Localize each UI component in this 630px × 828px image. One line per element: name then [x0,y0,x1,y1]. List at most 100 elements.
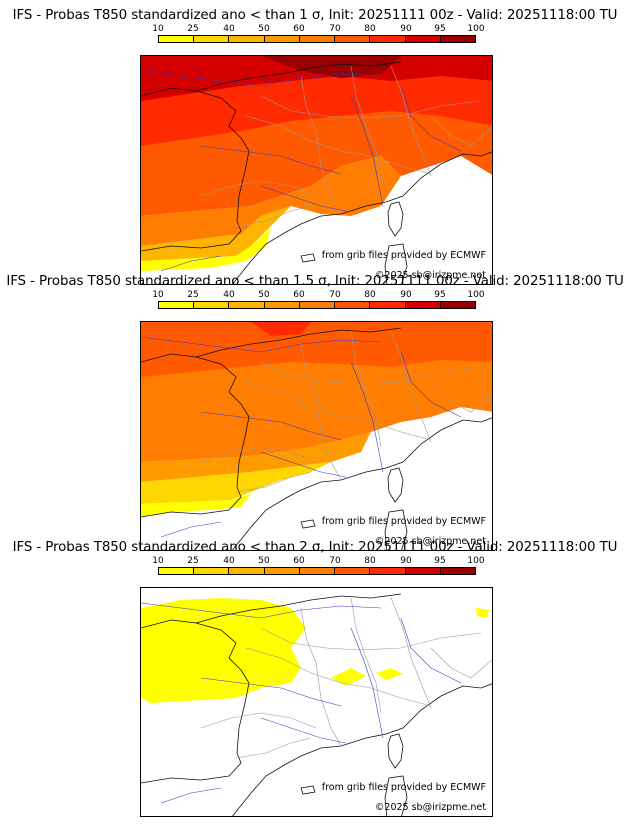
colorbar-swatch [194,302,230,308]
river [160,521,222,538]
colorbar-tick-label: 80 [364,556,376,566]
river [260,717,347,744]
river [260,451,347,478]
country-border [245,381,432,441]
colorbar-tick-label: 25 [187,24,199,34]
colorbar-swatch [159,568,195,574]
map-panel-3: IFS - Probas T850 standardized ano < tha… [0,540,630,817]
colorbar-tick-label: 70 [329,290,341,300]
colorbar-tick-label: 25 [187,556,199,566]
country-border [245,647,432,707]
map-panel-2: IFS - Probas T850 standardized ano < tha… [0,274,630,551]
colorbar-tick-label: 100 [467,290,485,300]
colorbar-swatch [370,302,406,308]
river [350,95,384,207]
probability-fill-10 [376,668,403,680]
colorbar-swatch [264,302,300,308]
river [350,361,384,473]
river [200,677,342,707]
colorbar-tick-label: 90 [400,24,412,34]
probability-map: from grib files provided by ECMWF ©2025 … [140,321,493,551]
map-panel-1: IFS - Probas T850 standardized ano < tha… [0,8,630,285]
sardinia-outline [384,509,408,550]
colorbar-tick-label: 70 [329,556,341,566]
colorbar-swatch [335,302,371,308]
probability-fill-80 [251,322,311,336]
colorbar-swatch [159,36,195,42]
colorbar-tick-label: 70 [329,24,341,34]
country-border [245,115,432,175]
river [350,627,384,739]
coastline [232,417,492,550]
country-border [390,331,432,443]
coastline [232,683,492,816]
coastline [141,353,250,518]
country-border [260,95,482,119]
country-border [260,627,482,651]
colorbar-tick-label: 40 [223,556,235,566]
colorbar [158,567,476,575]
country-border [390,65,432,177]
country-border [350,331,382,448]
copyright-credit: ©2025 sb@irizpme.net [374,536,486,547]
balearic-outline [300,253,316,263]
colorbar-swatch [405,36,441,42]
country-border [235,737,312,759]
colorbar-tick-label: 60 [293,290,305,300]
probability-fill-50 [141,432,371,482]
colorbar-swatch [335,568,371,574]
probability-fill-10 [331,668,366,686]
probability-fill-10 [141,494,251,517]
country-border [300,75,342,215]
colorbar-tick-label: 95 [434,556,446,566]
country-border [200,446,317,463]
colorbar-swatch [370,36,406,42]
colorbar-swatch [229,302,265,308]
colorbar-tick-label: 100 [467,24,485,34]
country-border [235,205,312,227]
colorbar-swatch [194,568,230,574]
colorbar-tick-label: 10 [152,556,164,566]
colorbar [158,35,476,43]
colorbar-tick-label: 60 [293,24,305,34]
colorbar-swatch [335,36,371,42]
country-border [430,647,492,679]
colorbar-labels: 10 25 40 50 60 70 80 90 95 100 [140,290,492,300]
colorbar-tick-label: 60 [293,556,305,566]
panel-title: IFS - Probas T850 standardized ano < tha… [6,274,624,289]
country-border [200,712,317,729]
coastline [141,619,250,784]
colorbar-swatch [229,36,265,42]
probability-fill-10 [476,608,489,618]
river [160,787,222,804]
river [400,85,462,152]
panel-title: IFS - Probas T850 standardized ano < tha… [12,8,618,23]
colorbar-tick-label: 80 [364,290,376,300]
river [200,145,342,175]
colorbar-tick-label: 80 [364,24,376,34]
sardinia-outline [384,243,408,284]
probability-fill-60 [141,156,401,246]
panel-title: IFS - Probas T850 standardized ano < tha… [12,540,618,555]
probability-fill-90 [141,56,492,101]
country-border [430,115,492,147]
country-border [300,607,342,747]
probability-fill-40 [141,206,291,261]
colorbar-labels: 10 25 40 50 60 70 80 90 95 100 [140,556,492,566]
coastline [141,87,250,252]
country-border [430,381,492,413]
river [160,255,222,272]
country-border [235,471,312,493]
river [400,617,462,684]
colorbar-tick-label: 10 [152,24,164,34]
colorbar-tick-label: 90 [400,290,412,300]
probability-map: from grib files provided by ECMWF ©2025 … [140,587,493,817]
country-border [200,180,317,197]
coastline [232,151,492,284]
country-border [350,65,382,182]
corsica-outline [387,733,404,769]
colorbar-swatch [440,36,475,42]
country-border [350,597,382,714]
corsica-outline [387,467,404,503]
colorbar-tick-label: 50 [258,24,270,34]
